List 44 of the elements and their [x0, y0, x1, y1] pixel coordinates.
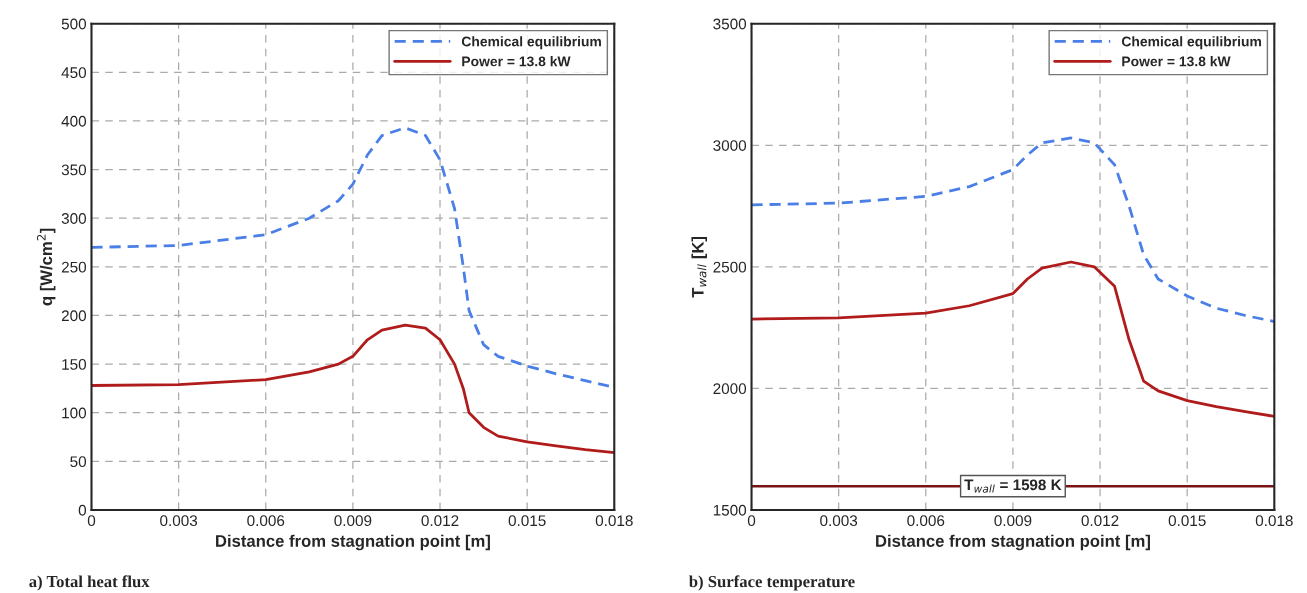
y-tick-label: 0 — [78, 504, 87, 516]
y-tick-label: 1500 — [713, 504, 747, 516]
text: b) Surface temperature — [689, 575, 855, 591]
x-tick-label: 0.006 — [247, 515, 285, 527]
x-tick-label: 0 — [87, 515, 96, 527]
x-tick-label: 0.018 — [595, 515, 633, 527]
y-tick-label: 2500 — [713, 261, 747, 273]
y-axis-title: q [W/cm$^{2}$] — [36, 228, 56, 306]
y-tick-label: 250 — [61, 261, 87, 273]
x-tick-label: 0.012 — [1081, 515, 1119, 527]
x-axis-title: Distance from stagnation point [m] — [216, 534, 490, 551]
y-tick-label: 150 — [62, 358, 87, 370]
y-axis-title: T$_{wall}$ [K] — [691, 236, 707, 298]
legend-label: Power = 13.8 kW — [1122, 56, 1231, 67]
line-series — [91, 323, 615, 454]
y-tick-label: 300 — [61, 213, 87, 224]
x-axis-title: Distance from stagnation point [m] — [876, 534, 1150, 551]
x-tick-label: 0.009 — [994, 515, 1032, 527]
legend-label: Power = 13.8 kW — [462, 56, 571, 67]
x-tick-label: 0.003 — [160, 515, 198, 527]
line-series — [751, 136, 1275, 323]
x-tick-label: 0 — [747, 515, 756, 527]
x-tick-label: 0.015 — [1168, 515, 1206, 527]
y-tick-label: 3500 — [713, 18, 747, 30]
x-tick-label: 0.018 — [1255, 515, 1293, 527]
x-tick-label: 0.003 — [820, 515, 858, 527]
y-tick-label: 500 — [61, 18, 87, 30]
y-tick-label: 350 — [61, 164, 87, 176]
y-tick-label: 450 — [61, 67, 87, 79]
y-tick-label: 2000 — [713, 383, 747, 395]
y-tick-label: 50 — [70, 456, 87, 468]
line-series — [751, 260, 1275, 418]
y-tick-label: 3000 — [713, 140, 747, 151]
x-tick-label: 0.015 — [508, 515, 546, 527]
x-tick-label: 0.006 — [907, 515, 945, 527]
ref-line-label: T$_{wall}$ = 1598 K — [964, 479, 1062, 493]
legend-label: Chemical equilibrium — [1121, 36, 1261, 50]
x-tick-label: 0.012 — [421, 515, 459, 527]
y-tick-label: 400 — [61, 115, 87, 127]
y-tick-label: 200 — [61, 310, 87, 322]
y-tick-label: 100 — [62, 407, 87, 419]
text: a) Total heat flux — [29, 575, 150, 591]
legend-label: Chemical equilibrium — [461, 36, 601, 50]
x-tick-label: 0.009 — [334, 515, 372, 527]
